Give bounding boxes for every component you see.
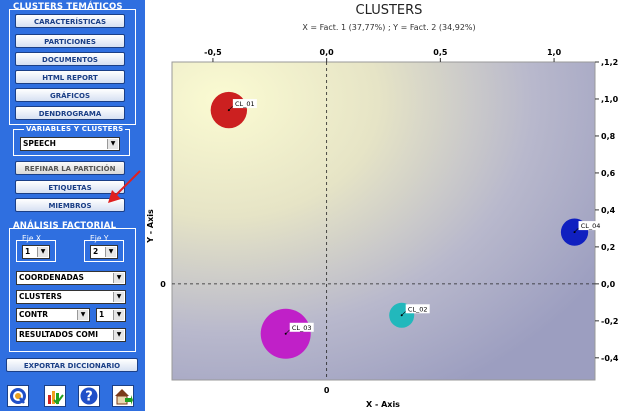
contr-select[interactable]: CONTR ▼	[16, 308, 90, 322]
q-logo-icon[interactable]	[7, 385, 29, 407]
graficos-button[interactable]: GRÁFICOS	[15, 88, 125, 102]
y-tick-label: ,1,2	[601, 58, 618, 67]
x-tick-label: 0,5	[433, 48, 448, 57]
x-tick-label: 0,0	[320, 48, 335, 57]
cluster-label-leader	[401, 311, 406, 316]
coordenadas-value: COORDENADAS	[19, 273, 84, 282]
help-icon[interactable]: ?	[78, 385, 100, 407]
x-tick-label: -0,5	[204, 48, 222, 57]
cluster-label: CL_03	[292, 324, 312, 332]
eje-y-select[interactable]: 2 ▼	[90, 245, 118, 259]
particiones-button[interactable]: PARTICIONES	[15, 34, 125, 48]
y-axis-label: Y - Axis	[146, 209, 155, 244]
variable-select-value: SPEECH	[23, 139, 56, 148]
y-tick-label: -0,2	[601, 317, 619, 326]
dendrograma-button[interactable]: DENDROGRAMA	[15, 106, 125, 120]
contr-number-value: 1	[99, 310, 105, 319]
svg-text:?: ?	[85, 390, 93, 405]
y-zero-label: 0	[160, 280, 166, 289]
cluster-label: CL_02	[408, 305, 428, 313]
html-report-button[interactable]: HTML REPORT	[15, 70, 125, 84]
exportar-diccionario-button[interactable]: EXPORTAR DICCIONARIO	[6, 358, 138, 372]
y-tick-label: 0,8	[601, 132, 616, 141]
chart-check-icon[interactable]	[44, 385, 66, 407]
variable-select[interactable]: SPEECH ▼	[20, 137, 120, 151]
y-tick-label: -0,4	[601, 354, 619, 363]
x-tick-label: 1,0	[547, 48, 562, 57]
clusters-frame	[9, 9, 136, 125]
chevron-down-icon: ▼	[105, 247, 116, 257]
clusters-select[interactable]: CLUSTERS ▼	[16, 290, 126, 304]
resultados-select[interactable]: RESULTADOS COMI ▼	[16, 328, 126, 342]
x-zero-label: 0	[324, 386, 330, 395]
sidebar: CLUSTERS TEMÁTICOS CARACTERÍSTICAS PARTI…	[0, 0, 145, 411]
chevron-down-icon: ▼	[113, 292, 124, 302]
y-tick-label: 0,4	[601, 206, 616, 215]
chevron-down-icon: ▼	[77, 310, 88, 320]
chart-subtitle: X = Fact. 1 (37,77%) ; Y = Fact. 2 (34,9…	[302, 23, 476, 32]
cluster-label-box	[289, 322, 314, 332]
home-export-icon[interactable]	[112, 385, 134, 407]
y-tick-label: ,1,0	[601, 95, 619, 104]
cluster-label-box	[405, 304, 430, 314]
clusters-section-title: CLUSTERS TEMÁTICOS	[13, 2, 123, 12]
eje-x-label: Eje X	[22, 234, 41, 243]
eje-x-select[interactable]: 1 ▼	[22, 245, 50, 259]
chart-title: CLUSTERS	[355, 3, 423, 18]
variables-section-title: VARIABLES Y CLUSTERS	[24, 125, 126, 133]
eje-y-value: 2	[93, 247, 99, 256]
caracteristicas-button[interactable]: CARACTERÍSTICAS	[15, 14, 125, 28]
miembros-button[interactable]: MIEMBROS	[15, 198, 125, 212]
refinar-particion-button[interactable]: REFINAR LA PARTICIÓN	[15, 161, 125, 175]
documentos-button[interactable]: DOCUMENTOS	[15, 52, 125, 66]
cluster-label: CL_01	[235, 100, 255, 108]
contr-value: CONTR	[19, 310, 49, 319]
factorial-section-title: ANÁLISIS FACTORIAL	[13, 221, 117, 231]
x-axis-label: X - Axis	[366, 400, 400, 409]
factorial-frame	[9, 228, 136, 352]
cluster-label-leader	[285, 329, 290, 334]
eje-x-frame	[16, 240, 56, 262]
clusters-value: CLUSTERS	[19, 292, 62, 301]
eje-y-frame	[84, 240, 124, 262]
cluster-label-box	[578, 221, 603, 231]
resultados-value: RESULTADOS COMI	[19, 330, 99, 339]
y-tick-label: 0,6	[601, 169, 616, 178]
red-arrow-icon	[108, 170, 141, 203]
contr-number-select[interactable]: 1 ▼	[96, 308, 126, 322]
cluster-label-leader	[228, 105, 234, 111]
eje-x-value: 1	[25, 247, 31, 256]
y-tick-label: 0,0	[601, 280, 616, 289]
cluster-label-leader	[574, 227, 579, 233]
chevron-down-icon: ▼	[107, 139, 118, 149]
y-tick-label: 0,2	[601, 243, 615, 252]
chevron-down-icon: ▼	[113, 330, 124, 340]
coordenadas-select[interactable]: COORDENADAS ▼	[16, 271, 126, 285]
chevron-down-icon: ▼	[113, 310, 124, 320]
chevron-down-icon: ▼	[37, 247, 48, 257]
chevron-down-icon: ▼	[113, 273, 124, 283]
cluster-label: CL_04	[581, 222, 601, 230]
eje-y-label: Eje Y	[90, 234, 109, 243]
cluster-label-box	[232, 99, 257, 109]
